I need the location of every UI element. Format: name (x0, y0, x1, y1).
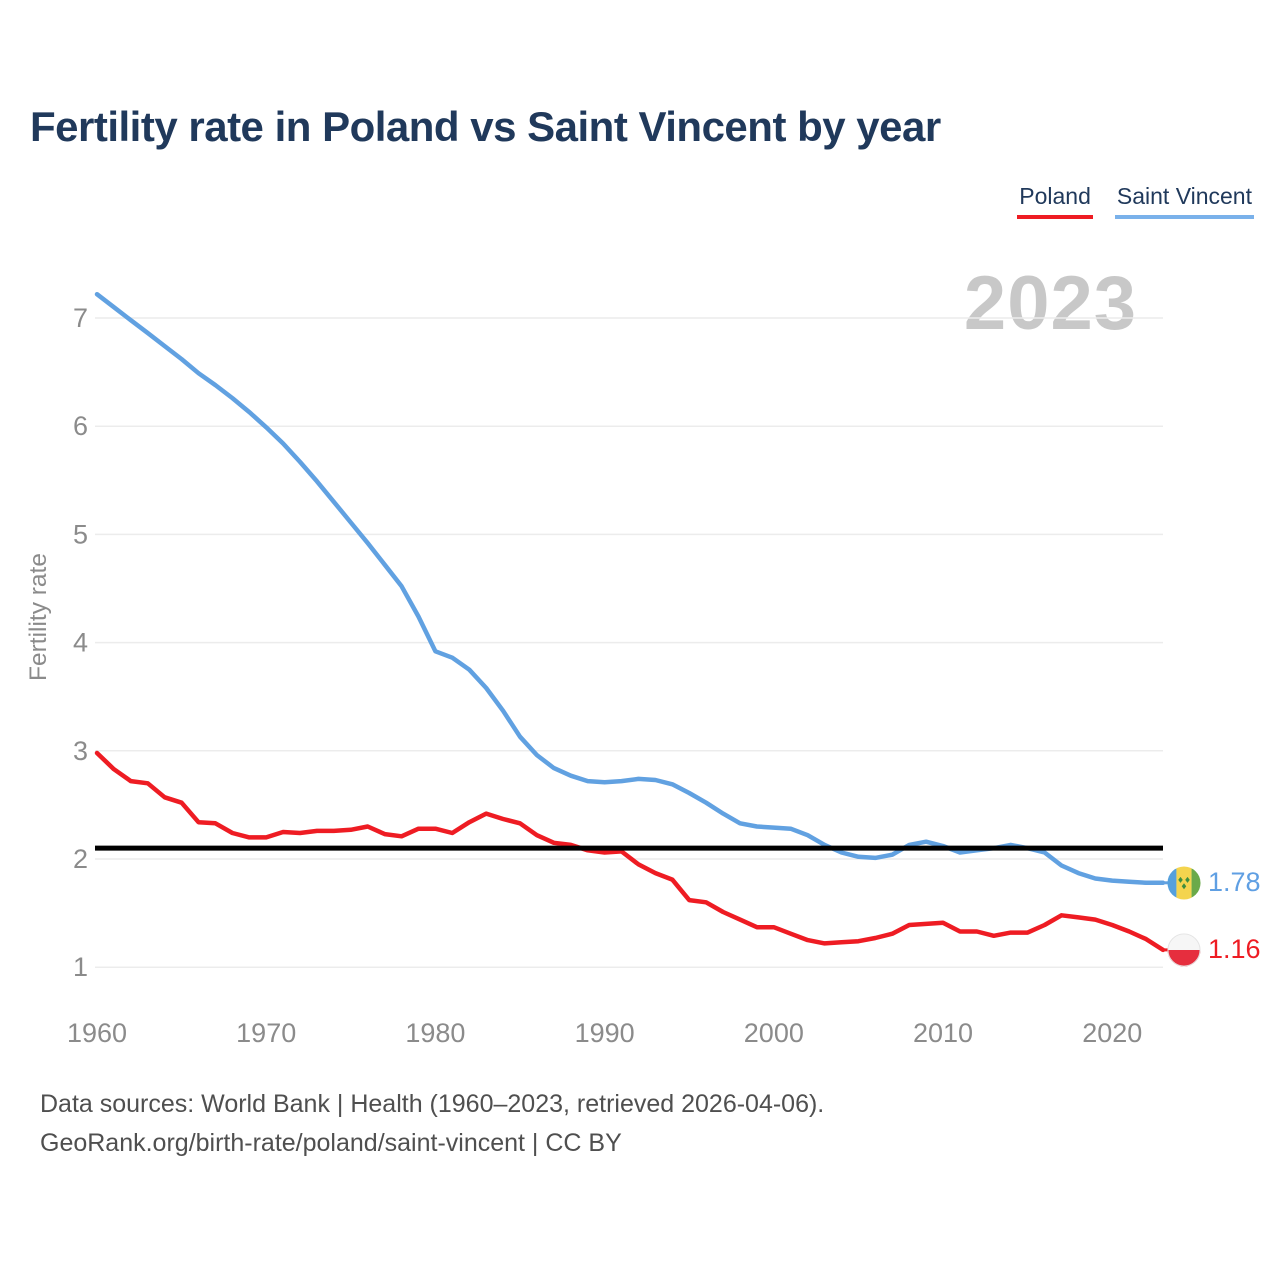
x-tick-1960: 1960 (67, 1018, 127, 1048)
saint-vincent-line (94, 291, 1166, 886)
x-tick-2020: 2020 (1082, 1018, 1142, 1048)
poland-flag-icon (1167, 933, 1201, 967)
x-tick-1970: 1970 (236, 1018, 296, 1048)
footer-sources: Data sources: World Bank | Health (1960–… (40, 1090, 825, 1118)
legend: Poland Saint Vincent (1017, 183, 1254, 219)
x-tick-2000: 2000 (744, 1018, 804, 1048)
y-tick-5: 5 (73, 519, 88, 549)
y-axis-title: Fertility rate (25, 553, 52, 681)
saint-vincent-flag-icon (1167, 866, 1201, 900)
poland-end-label: 1.16 (1167, 933, 1261, 967)
footer-link: GeoRank.org/birth-rate/poland/saint-vinc… (40, 1129, 622, 1157)
y-tick-3: 3 (73, 736, 88, 766)
x-tick-1990: 1990 (575, 1018, 635, 1048)
y-tick-6: 6 (73, 411, 88, 441)
poland-line (94, 750, 1166, 953)
footer: Data sources: World Bank | Health (1960–… (40, 1085, 824, 1163)
year-watermark: 2023 (963, 261, 1137, 346)
y-tick-7: 7 (73, 303, 88, 333)
y-tick-2: 2 (73, 844, 88, 874)
saint-vincent-end-label: 1.78 (1167, 866, 1261, 900)
legend-item-poland[interactable]: Poland (1017, 183, 1093, 219)
y-tick-1: 1 (73, 952, 88, 982)
x-tick-2010: 2010 (913, 1018, 973, 1048)
poland-end-value: 1.16 (1208, 934, 1261, 965)
y-tick-4: 4 (73, 628, 88, 658)
legend-item-saint-vincent[interactable]: Saint Vincent (1114, 183, 1254, 219)
chart-title: Fertility rate in Poland vs Saint Vincen… (30, 103, 941, 150)
saint-vincent-end-value: 1.78 (1208, 867, 1261, 898)
x-tick-1980: 1980 (405, 1018, 465, 1048)
